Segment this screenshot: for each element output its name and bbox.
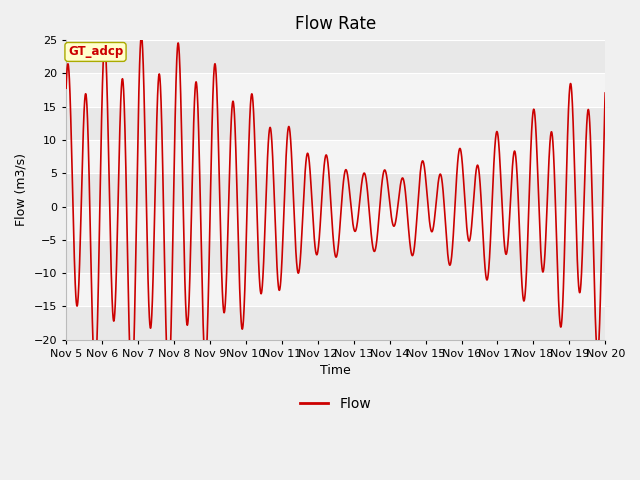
Bar [66,73,605,107]
Bar [66,206,605,240]
Legend: Flow: Flow [295,392,376,417]
Bar [66,173,605,206]
Title: Flow Rate: Flow Rate [295,15,376,33]
Bar [66,240,605,273]
Bar [66,140,605,173]
Bar [66,40,605,73]
Bar [66,306,605,340]
Text: GT_adcp: GT_adcp [68,46,123,59]
X-axis label: Time: Time [321,364,351,377]
Bar [66,107,605,140]
Bar [66,273,605,306]
Y-axis label: Flow (m3/s): Flow (m3/s) [15,154,28,227]
